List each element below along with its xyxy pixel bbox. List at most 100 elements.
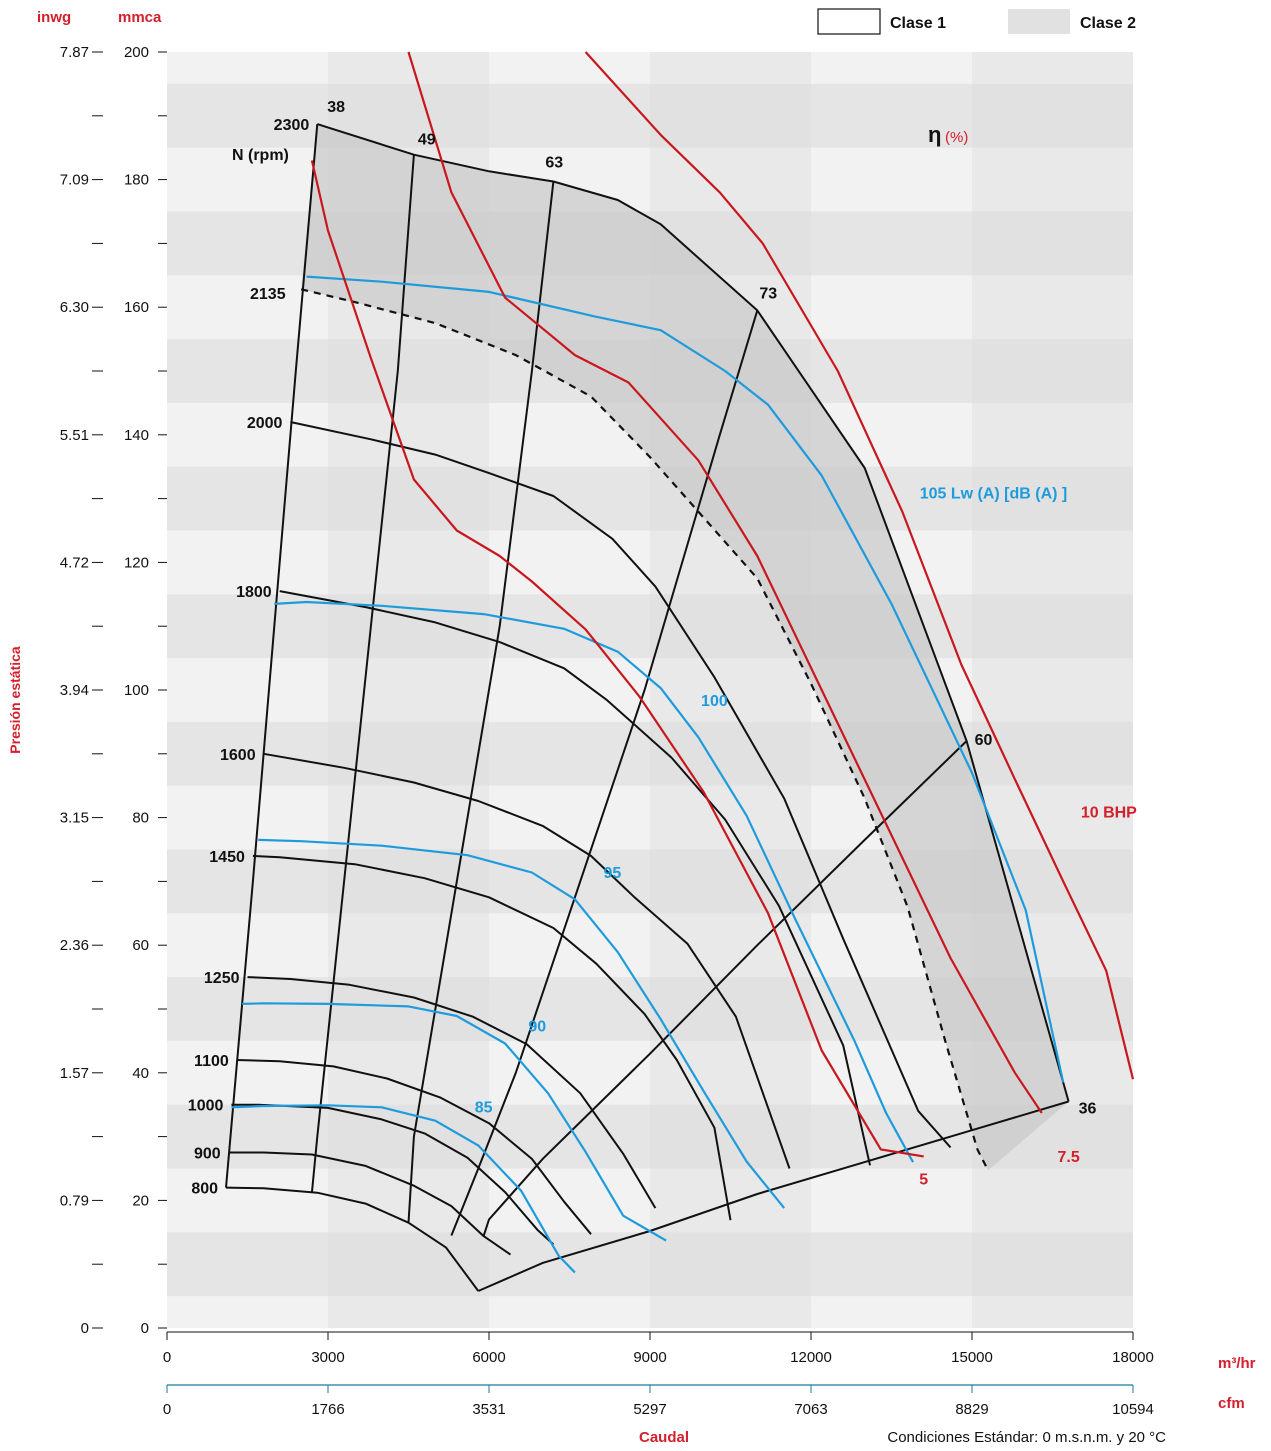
y-secondary-tick-label: 0.79 [60, 1192, 89, 1209]
noise-curve-95 [258, 838, 786, 1209]
efficiency-label-60: 60 [975, 732, 993, 749]
rpm-label-2000: 2000 [247, 415, 283, 432]
y-tick-label: 0 [141, 1320, 149, 1337]
rpm-curve-900 [228, 1151, 512, 1256]
x-secondary-tick-label: 7063 [794, 1401, 827, 1418]
x-primary-unit: m³/hr [1218, 1355, 1256, 1372]
legend-label-clase2: Clase 2 [1080, 15, 1136, 32]
x-secondary-unit: cfm [1218, 1395, 1245, 1412]
rpm-curves [225, 123, 1070, 1292]
efficiency-line-36 [477, 1100, 1069, 1292]
x-tick-label: 9000 [633, 1349, 666, 1366]
rpm-label-1800: 1800 [236, 584, 272, 601]
rpm-curve-800 [225, 1186, 480, 1292]
noise-curve-90 [242, 1002, 667, 1242]
y-tick-label: 120 [124, 554, 149, 571]
x-tick-label: 6000 [472, 1349, 505, 1366]
rpm-label-1000: 1000 [188, 1098, 224, 1115]
rpm-2135-label: 2135 [250, 286, 286, 303]
y-tick-label: 100 [124, 682, 149, 699]
x-secondary-tick-label: 0 [163, 1401, 171, 1418]
rpm-label-1100: 1100 [194, 1053, 229, 1070]
rpm-header-label: N (rpm) [232, 147, 289, 164]
y-tick-label: 40 [132, 1065, 149, 1082]
x-tick-label: 18000 [1112, 1349, 1154, 1366]
rpm-curve-1800 [279, 590, 871, 1166]
y-primary-unit: mmca [118, 9, 162, 26]
efficiency-label-63: 63 [545, 155, 563, 172]
y-secondary-tick-label: 1.57 [60, 1065, 89, 1082]
power-label-7-5: 7.5 [1057, 1149, 1079, 1166]
rpm-curve-1600 [263, 752, 791, 1169]
legend-swatch-clase2 [1008, 9, 1070, 34]
efficiency-label-36: 36 [1079, 1101, 1097, 1118]
efficiency-line-49 [310, 154, 415, 1193]
efficiency-line-60 [482, 740, 968, 1237]
y-secondary-tick-label: 2.36 [60, 937, 89, 954]
x-secondary-tick-label: 10594 [1112, 1401, 1154, 1418]
y-tick-label: 80 [132, 810, 149, 827]
rpm-label-900: 900 [194, 1146, 221, 1163]
rpm-curve-2300 [316, 123, 1070, 1102]
efficiency-label-49: 49 [418, 132, 436, 149]
noise-curve-85 [231, 1104, 576, 1274]
rpm-curve-1250 [247, 976, 657, 1209]
rpm-label-1250: 1250 [204, 970, 240, 987]
efficiency-line-63 [407, 181, 555, 1223]
grid-band [167, 466, 1133, 531]
rpm-label-800: 800 [191, 1181, 218, 1198]
rpm-curve-1100 [236, 1059, 592, 1235]
class2-region [301, 124, 1069, 1171]
y-tick-label: 60 [132, 937, 149, 954]
y-secondary-tick-label: 3.15 [60, 810, 89, 827]
power-label-5: 5 [919, 1171, 928, 1188]
rpm-curve-2000 [290, 421, 952, 1149]
x-tick-label: 15000 [951, 1349, 993, 1366]
x-secondary-tick-label: 1766 [311, 1401, 344, 1418]
conditions-note: Condiciones Estándar: 0 m.s.n.m. y 20 °C [887, 1429, 1166, 1446]
efficiency-label-38: 38 [327, 99, 345, 116]
x-axis-title: Caudal [639, 1429, 689, 1446]
grid-band [167, 594, 1133, 659]
noise-curve-105-lw-a-db-a [306, 275, 1065, 1083]
noise-label-100: 100 [701, 693, 728, 710]
legend-label-clase1: Clase 1 [890, 15, 946, 32]
class2-shaded-area [301, 124, 1069, 1171]
rpm-curve-1450 [252, 854, 732, 1221]
x-tick-label: 0 [163, 1349, 171, 1366]
y-secondary-tick-label: 6.30 [60, 299, 89, 316]
noise-label-95: 95 [604, 865, 622, 882]
y-secondary-tick-label: 7.87 [60, 44, 89, 61]
y-secondary-tick-label: 5.51 [60, 427, 89, 444]
y-secondary-unit: inwg [37, 9, 71, 26]
legend: Clase 1 Clase 2 [817, 8, 1136, 35]
y-secondary-tick-label: 0 [81, 1320, 89, 1337]
efficiency-label-73: 73 [759, 285, 777, 302]
y-secondary-tick-label: 4.72 [60, 554, 89, 571]
x-tick-label: 12000 [790, 1349, 832, 1366]
noise-label-90: 90 [528, 1018, 546, 1035]
power-curve-5 [310, 160, 924, 1158]
y-tick-label: 140 [124, 427, 149, 444]
y-tick-label: 200 [124, 44, 149, 61]
x-tick-label: 3000 [311, 1349, 344, 1366]
grid-band [167, 1232, 1133, 1297]
y-tick-label: 180 [124, 172, 149, 189]
x-secondary-tick-label: 5297 [633, 1401, 666, 1418]
legend-swatch-clase1 [817, 8, 881, 35]
x-secondary-tick-label: 8829 [955, 1401, 988, 1418]
efficiency-lines [225, 124, 1069, 1292]
noise-curve-100 [274, 600, 914, 1163]
noise-label-85: 85 [475, 1099, 493, 1116]
rpm-label-2300: 2300 [274, 117, 310, 134]
power-curves [310, 51, 1135, 1158]
noise-label-105-lw-a-db-a: 105 Lw (A) [dB (A) ] [920, 486, 1068, 503]
rpm-label-1450: 1450 [209, 849, 245, 866]
y-axis-title: Presión estática [7, 646, 23, 754]
power-curve-10-bhp [584, 51, 1135, 1080]
rpm-label-1600: 1600 [220, 747, 256, 764]
y-tick-label: 20 [132, 1192, 149, 1209]
eta-symbol: η [928, 122, 941, 147]
